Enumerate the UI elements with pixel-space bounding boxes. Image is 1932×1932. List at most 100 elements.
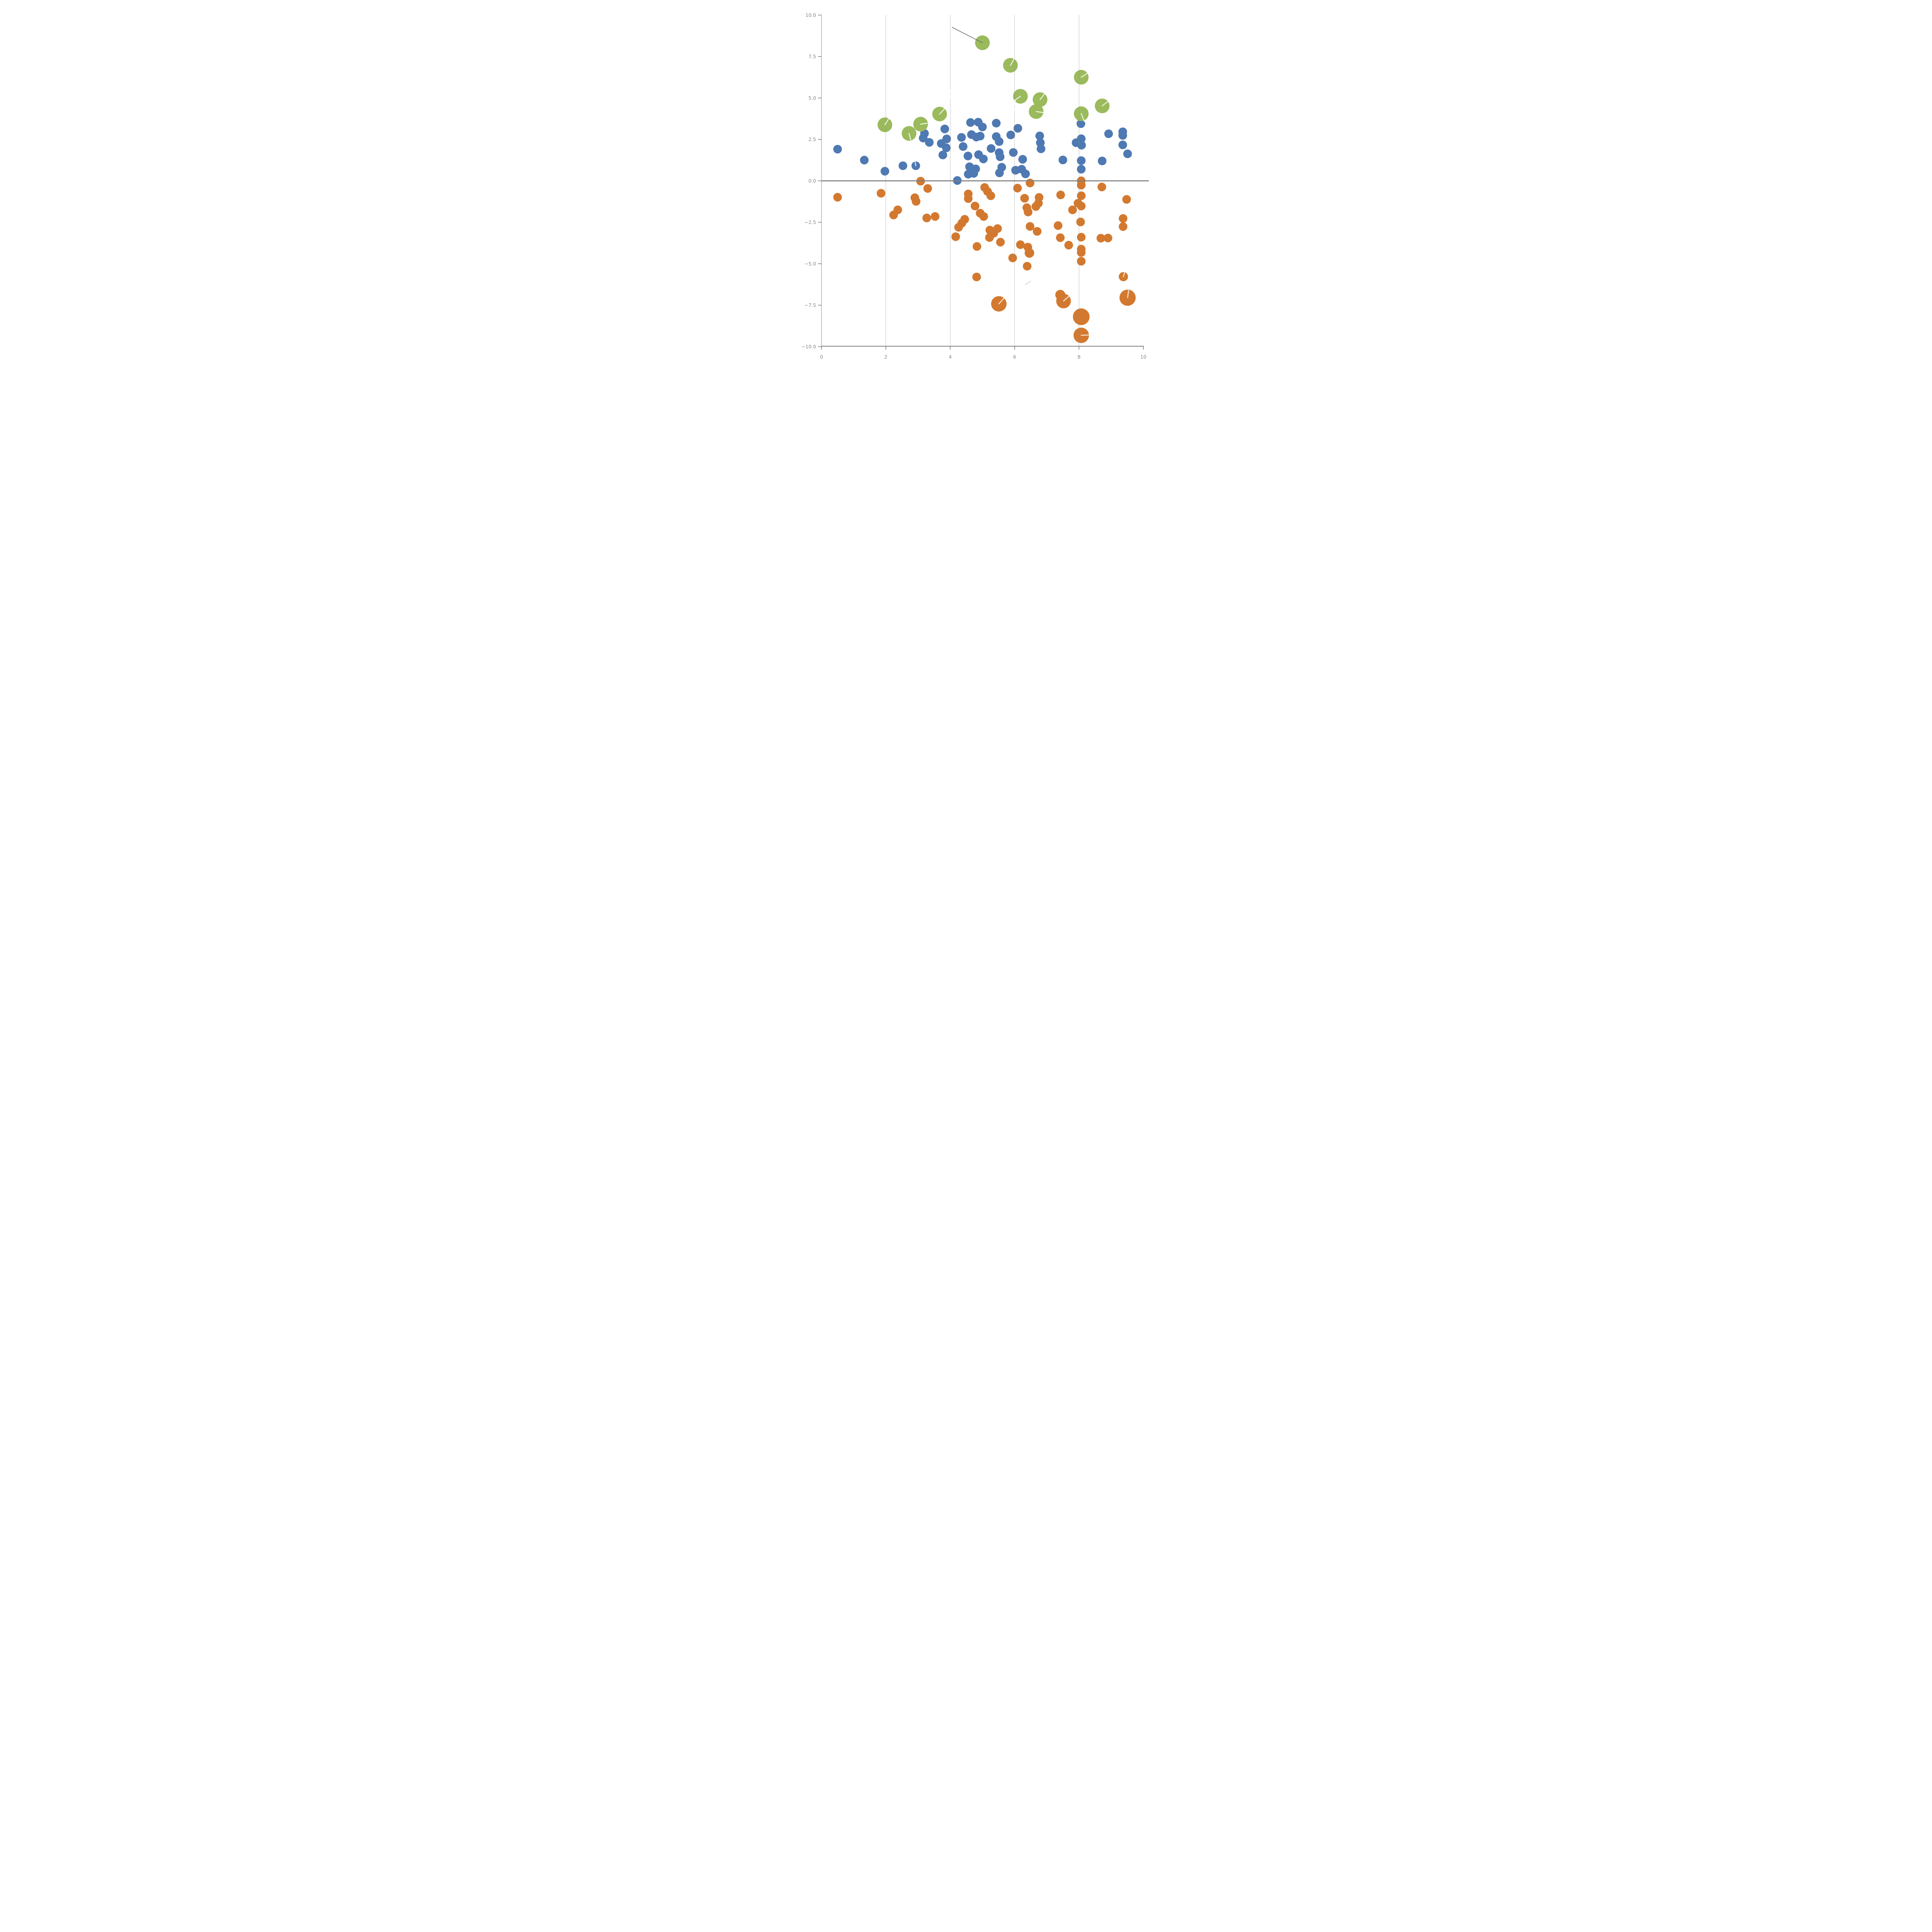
blue-data-point[interactable] [1036,145,1046,153]
orange-data-point[interactable] [1073,308,1090,325]
orange-data-point[interactable] [951,232,960,241]
blue-data-point[interactable] [969,169,978,178]
orange-data-point[interactable] [1076,218,1085,226]
green-point-needle-mark [1014,95,1021,101]
blue-data-point[interactable] [959,142,968,151]
blue-data-point[interactable] [995,137,1004,146]
blue-data-point[interactable] [979,155,988,163]
orange-data-point[interactable] [1008,253,1017,262]
blue-data-point[interactable] [1006,130,1015,139]
orange-data-point[interactable] [971,202,980,211]
y-tick-label-0.0: 0.0 [808,178,816,184]
blue-data-point[interactable] [1118,131,1127,140]
orange-data-point[interactable] [973,242,981,251]
green-point-needle-mark [1036,111,1044,113]
orange-data-point[interactable] [1054,221,1063,230]
orange-data-point[interactable] [1024,207,1032,216]
blue-data-point[interactable] [986,144,996,153]
blue-data-point[interactable] [995,168,1004,177]
blue-data-point[interactable] [992,119,1001,128]
orange-data-point[interactable] [1056,233,1065,242]
blue-data-point[interactable] [1098,156,1107,165]
blue-data-point[interactable] [940,124,949,133]
blue-data-point[interactable] [880,167,889,176]
blue-data-point[interactable] [1077,141,1086,150]
green-point-needle-mark [1080,113,1085,122]
blue-data-point[interactable] [938,150,947,160]
orange-data-point[interactable] [912,197,921,206]
orange-data-point[interactable] [1013,184,1022,193]
orange-data-point[interactable] [1064,241,1073,250]
orange-data-point[interactable] [833,193,842,202]
blue-data-point[interactable] [1077,119,1085,128]
blue-data-point[interactable] [1123,149,1132,158]
x-tick-label-8: 8 [1077,354,1080,360]
orange-data-point[interactable] [1104,233,1112,243]
orange-data-point[interactable] [1097,182,1106,192]
blue-data-point[interactable] [1058,155,1067,165]
blue-data-point[interactable] [957,133,966,142]
orange-data-point[interactable] [1077,180,1086,190]
tick-labels-layer: 10.0 7.5 5.0 2.5 0.0 −2.5 −5.0 −7.5 −10.0 0 2 4 6 8 10 [801,12,1146,360]
orange-data-point[interactable] [876,189,886,198]
axes-layer [818,15,1144,350]
blue-data-point[interactable] [1077,165,1086,174]
orange-data-point[interactable] [1077,233,1086,242]
blue-data-point[interactable] [966,118,975,127]
orange-data-point[interactable] [1077,248,1086,257]
blue-data-point[interactable] [1118,140,1127,150]
orange-data-point[interactable] [1032,227,1042,236]
blue-data-point[interactable] [833,145,842,154]
blue-data-point[interactable] [963,151,973,160]
orange-data-point[interactable] [964,194,973,203]
orange-data-point[interactable] [993,224,1002,233]
green-point-needle-mark [1102,101,1109,107]
orange-data-point[interactable] [979,212,988,221]
orange-data-point[interactable] [985,233,994,242]
orange-data-point[interactable] [1068,205,1077,214]
orange-data-point[interactable] [1119,222,1128,231]
stray-dash-1 [949,94,952,100]
orange-data-point[interactable] [986,191,995,200]
orange-data-point[interactable] [1122,195,1131,204]
blue-data-point[interactable] [898,161,907,170]
orange-data-point[interactable] [996,238,1005,247]
orange-data-point[interactable] [954,223,963,232]
orange-data-point[interactable] [1077,202,1086,211]
blue-data-point[interactable] [1077,156,1086,165]
blue-data-point[interactable] [1021,169,1030,179]
orange-data-point[interactable] [922,213,931,223]
orange-data-point[interactable] [972,272,981,282]
orange-data-point[interactable] [1056,190,1065,199]
orange-data-point[interactable] [1077,191,1086,200]
orange-data-point[interactable] [1016,240,1025,249]
blue-data-point[interactable] [942,134,951,143]
orange-data-point[interactable] [1119,214,1128,223]
orange-data-point[interactable] [1026,222,1034,231]
blue-data-point[interactable] [1013,124,1022,133]
blue-data-point[interactable] [978,122,987,131]
orange-data-point[interactable] [1020,194,1029,203]
orange-data-point[interactable] [1026,179,1034,187]
x-tick-label-0: 0 [820,354,823,360]
orange-data-point[interactable] [923,184,932,193]
x-tick-label-4: 4 [949,354,952,360]
blue-data-point[interactable] [1018,155,1027,164]
blue-data-point[interactable] [976,131,985,141]
blue-data-point[interactable] [996,152,1005,161]
blue-data-point[interactable] [925,138,934,147]
blue-data-point[interactable] [1104,129,1113,138]
blue-data-point[interactable] [1035,131,1044,140]
blue-data-point[interactable] [942,143,951,152]
green-point-needle-mark [1010,58,1015,66]
orange-data-point[interactable] [1024,248,1034,258]
orange-data-point[interactable] [1077,257,1086,266]
x-tick-label-2: 2 [884,354,888,360]
orange-data-point[interactable] [889,211,898,219]
orange-data-point[interactable] [1031,202,1040,211]
blue-data-point[interactable] [1009,148,1018,157]
orange-data-point[interactable] [1096,234,1105,243]
orange-data-point[interactable] [1023,262,1032,271]
blue-data-point[interactable] [860,156,869,165]
orange-data-point[interactable] [930,212,940,221]
